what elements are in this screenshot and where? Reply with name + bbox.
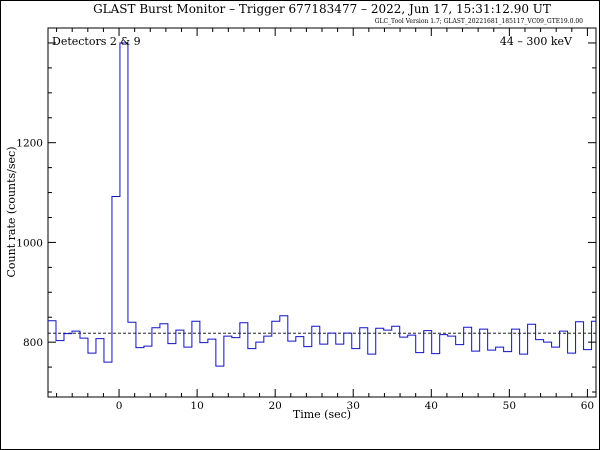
chart-title: GLAST Burst Monitor – Trigger 677183477 … bbox=[93, 2, 551, 16]
y-axis-label: Count rate (counts/sec) bbox=[5, 147, 18, 278]
x-tick-label: 0 bbox=[116, 400, 123, 412]
x-axis-label: Time (sec) bbox=[293, 408, 351, 421]
x-tick-label: 60 bbox=[581, 400, 594, 412]
x-tick-label: 30 bbox=[347, 400, 360, 412]
detectors-annotation: Detectors 2 & 9 bbox=[52, 35, 141, 48]
x-tick-label: 50 bbox=[503, 400, 516, 412]
y-ticks: 800 1000 1200 bbox=[16, 42, 596, 393]
x-tick-label: 20 bbox=[268, 400, 281, 412]
plot-area bbox=[47, 27, 597, 398]
count-rate-series bbox=[48, 42, 596, 367]
y-tick-label: 1000 bbox=[16, 237, 43, 249]
x-tick-label: 40 bbox=[425, 400, 438, 412]
x-ticks: 0 10 20 30 40 50 60 bbox=[56, 28, 594, 412]
series-group bbox=[48, 42, 596, 367]
y-tick-label: 800 bbox=[23, 337, 43, 349]
chart-subtitle: GLC_Tool Version 1.7; GLAST_20221681_185… bbox=[375, 18, 583, 25]
x-tick-label: 10 bbox=[190, 400, 203, 412]
energy-range-annotation: 44 – 300 keV bbox=[500, 35, 573, 48]
y-tick-label: 1200 bbox=[16, 138, 43, 150]
